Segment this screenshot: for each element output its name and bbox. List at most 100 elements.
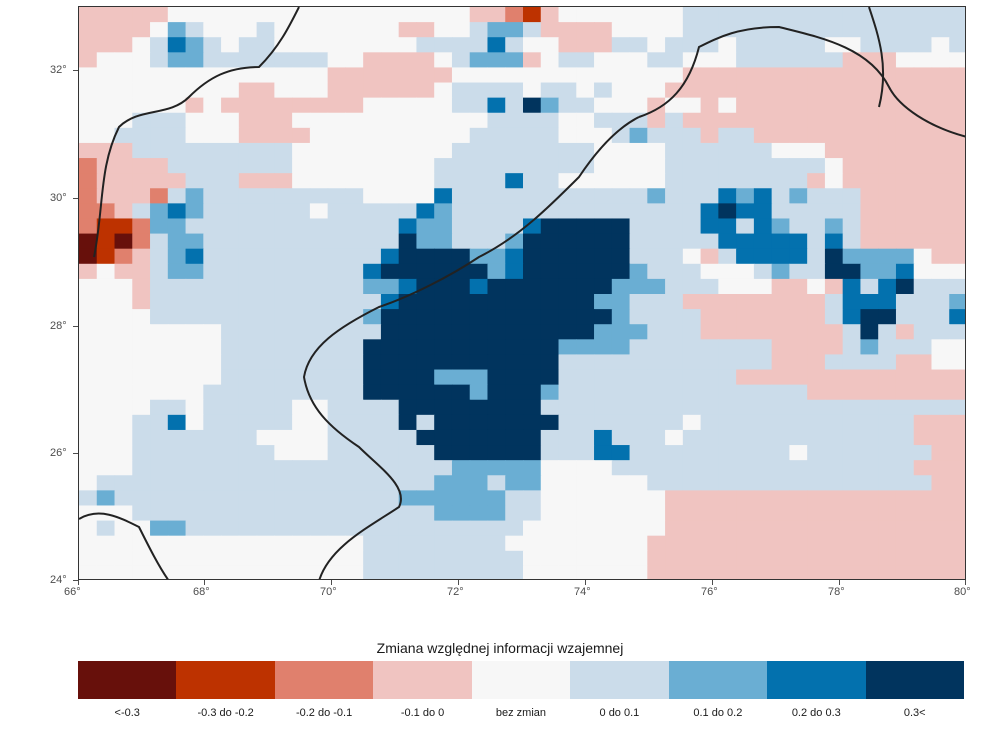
heatmap-cell: [559, 67, 577, 83]
heatmap-cell: [168, 279, 186, 295]
heatmap-cell: [807, 536, 825, 552]
heatmap-cell: [523, 521, 541, 537]
heatmap-cell: [718, 264, 736, 280]
heatmap-cell: [257, 490, 275, 506]
heatmap-cell: [399, 7, 417, 23]
legend-swatch-02-03: [767, 661, 865, 699]
heatmap-cell: [434, 370, 452, 386]
heatmap-cell: [789, 566, 807, 580]
heatmap-cell: [825, 7, 843, 23]
heatmap-cell: [416, 83, 434, 99]
heatmap-cell: [701, 385, 719, 401]
heatmap-cell: [239, 400, 257, 416]
heatmap-cell: [115, 218, 133, 234]
heatmap-cell: [931, 279, 949, 295]
heatmap-cell: [186, 309, 204, 325]
heatmap-cell: [523, 460, 541, 476]
heatmap-cell: [683, 158, 701, 174]
heatmap-cell: [132, 490, 150, 506]
heatmap-cell: [772, 67, 790, 83]
heatmap-cell: [132, 430, 150, 446]
heatmap-cell: [363, 370, 381, 386]
heatmap-cell: [701, 67, 719, 83]
heatmap-cell: [416, 37, 434, 53]
heatmap-cell: [132, 234, 150, 250]
heatmap-cell: [523, 67, 541, 83]
heatmap-cell: [79, 445, 97, 461]
heatmap-cell: [736, 7, 754, 23]
heatmap-cell: [843, 158, 861, 174]
heatmap-cell: [807, 430, 825, 446]
heatmap-cell: [825, 279, 843, 295]
heatmap-cell: [434, 551, 452, 567]
heatmap-cell: [292, 566, 310, 580]
heatmap-cell: [612, 218, 630, 234]
heatmap-cell: [772, 430, 790, 446]
heatmap-cell: [203, 505, 221, 521]
heatmap-cell: [168, 158, 186, 174]
heatmap-cell: [274, 536, 292, 552]
heatmap-cell: [416, 249, 434, 265]
heatmap-cell: [168, 324, 186, 340]
heatmap-cell: [97, 354, 115, 370]
heatmap-cell: [559, 188, 577, 204]
heatmap-cell: [416, 370, 434, 386]
heatmap-cell: [772, 505, 790, 521]
heatmap-cell: [807, 551, 825, 567]
heatmap-cell: [168, 143, 186, 159]
heatmap-cell: [807, 143, 825, 159]
heatmap-cell: [559, 294, 577, 310]
heatmap-cell: [434, 128, 452, 144]
heatmap-cell: [292, 113, 310, 129]
heatmap-cell: [97, 113, 115, 129]
heatmap-cell: [576, 234, 594, 250]
heatmap-cell: [878, 113, 896, 129]
heatmap-cell: [487, 445, 505, 461]
heatmap-cell: [150, 218, 168, 234]
heatmap-cell: [718, 249, 736, 265]
heatmap-cell: [860, 37, 878, 53]
y-tick-label-26: 26°: [50, 447, 67, 459]
heatmap-cell: [559, 249, 577, 265]
heatmap-cell: [203, 218, 221, 234]
heatmap-cell: [789, 128, 807, 144]
heatmap-cell: [949, 37, 966, 53]
heatmap-cell: [434, 309, 452, 325]
heatmap-cell: [559, 158, 577, 174]
heatmap-cell: [203, 83, 221, 99]
heatmap-cell: [825, 83, 843, 99]
heatmap-cell: [221, 203, 239, 219]
heatmap-cell: [505, 385, 523, 401]
heatmap-cell: [239, 158, 257, 174]
heatmap-cell: [736, 490, 754, 506]
heatmap-cell: [949, 294, 966, 310]
heatmap-cell: [221, 113, 239, 129]
heatmap-cell: [452, 430, 470, 446]
heatmap-cell: [612, 309, 630, 325]
heatmap-cell: [807, 52, 825, 68]
heatmap-cell: [754, 158, 772, 174]
heatmap-cell: [452, 551, 470, 567]
heatmap-cell: [292, 551, 310, 567]
x-tick-label-74: 74°: [574, 586, 591, 598]
heatmap-cell: [434, 536, 452, 552]
heatmap-cell: [860, 415, 878, 431]
heatmap-cell: [860, 370, 878, 386]
heatmap-cell: [825, 234, 843, 250]
heatmap-cell: [257, 475, 275, 491]
heatmap-cell: [630, 309, 648, 325]
heatmap-cell: [203, 203, 221, 219]
heatmap-cell: [949, 324, 966, 340]
heatmap-cell: [310, 475, 328, 491]
heatmap-cell: [523, 22, 541, 38]
heatmap-cell: [328, 98, 346, 114]
heatmap-cell: [434, 52, 452, 68]
heatmap-cell: [168, 113, 186, 129]
heatmap-cell: [701, 143, 719, 159]
heatmap-cell: [328, 158, 346, 174]
heatmap-cell: [931, 188, 949, 204]
heatmap-cell: [470, 83, 488, 99]
heatmap-cell: [612, 521, 630, 537]
heatmap-cell: [203, 430, 221, 446]
heatmap-cell: [896, 234, 914, 250]
